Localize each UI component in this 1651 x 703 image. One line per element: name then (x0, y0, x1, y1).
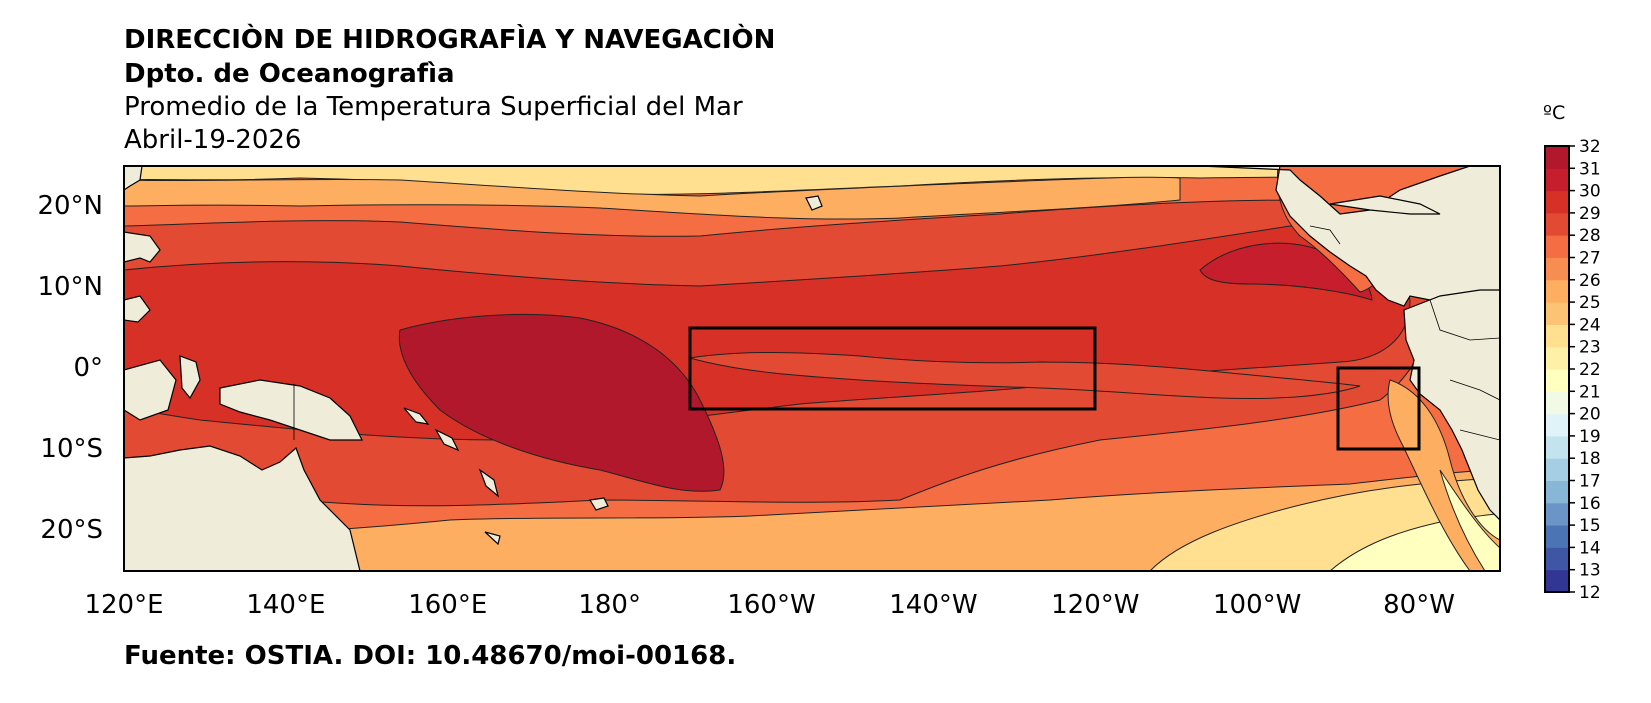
sst-coastal-peru-pale (1439, 469, 1500, 571)
colorbar-tick-label: 15 (1579, 516, 1601, 536)
longitude-label: 160°W (727, 590, 816, 620)
nino-12-region-box (1336, 366, 1421, 451)
latitude-label: 10°S (40, 433, 103, 464)
department-title: Dpto. de Oceanografìa (124, 59, 455, 89)
latitude-label: 10°N (37, 271, 103, 302)
longitude-label: 180° (578, 590, 641, 620)
colorbar-tick-label: 24 (1579, 315, 1601, 335)
longitude-label: 160°E (408, 590, 488, 620)
colorbar-segment (1545, 435, 1569, 459)
longitude-label: 80°W (1383, 590, 1455, 620)
latitude-label: 20°N (37, 190, 103, 221)
colorbar-segment (1545, 235, 1569, 258)
colorbar-segment (1545, 279, 1569, 303)
colorbar-segment (1545, 391, 1569, 415)
colorbar-segment (1545, 302, 1569, 325)
longitude-label: 140°E (246, 590, 326, 620)
colorbar-segment (1545, 257, 1569, 281)
longitude-label: 120°W (1051, 590, 1140, 620)
map-subtitle: Promedio de la Temperatura Superficial d… (124, 92, 743, 122)
colorbar-tick-label: 25 (1579, 293, 1601, 313)
colorbar-segment (1545, 458, 1569, 481)
sst-equatorial-cool-tongue (689, 352, 1361, 399)
land-borneo-sulawesi (124, 355, 201, 421)
colorbar-segment (1545, 146, 1569, 169)
land-new-guinea (219, 379, 363, 441)
colorbar-tick-label: 32 (1579, 137, 1601, 157)
colorbar-tick-label: 31 (1579, 159, 1601, 179)
land-asia-philippines (124, 166, 161, 323)
land-hawaii (805, 195, 823, 211)
latitude-label: 20°S (40, 514, 103, 545)
data-source: Fuente: OSTIA. DOI: 10.48670/moi-00168. (124, 641, 737, 671)
colorbar-tick-label: 21 (1579, 382, 1601, 402)
colorbar-tick-label: 14 (1579, 538, 1601, 558)
colorbar-tick-label: 20 (1579, 405, 1601, 425)
agency-title: DIRECCIÒN DE HIDROGRAFÌA Y NAVEGACIÒN (124, 25, 776, 55)
colorbar-unit: ºC (1543, 102, 1566, 124)
latitude-label: 0° (73, 352, 103, 383)
colorbar-tick-label: 19 (1579, 427, 1601, 447)
land-solomon-islands (403, 407, 500, 498)
colorbar-segment (1545, 346, 1569, 370)
sst-band-31-west (398, 313, 725, 492)
colorbar-segment (1545, 547, 1569, 571)
colorbar-tick-label: 28 (1579, 226, 1601, 246)
land-south-america (1403, 289, 1500, 521)
land-cuba-hispaniola (1329, 195, 1441, 215)
longitude-label: 140°W (889, 590, 978, 620)
colorbar-tick-label: 12 (1579, 583, 1601, 603)
colorbar-tick-label: 13 (1579, 561, 1601, 581)
nino-34-region-box (688, 326, 1097, 411)
colorbar-tick-label: 27 (1579, 249, 1601, 269)
colorbar-segment (1545, 369, 1569, 392)
longitude-label: 100°W (1213, 590, 1302, 620)
colorbar-segment (1545, 168, 1569, 192)
colorbar-tick-label: 23 (1579, 338, 1601, 358)
colorbar-tick-label: 26 (1579, 271, 1601, 291)
colorbar-tick-label: 29 (1579, 204, 1601, 224)
colorbar-tick-label: 17 (1579, 472, 1601, 492)
colorbar-tick-label: 22 (1579, 360, 1601, 380)
colorbar-segment (1545, 525, 1569, 548)
colorbar-segment (1545, 413, 1569, 437)
colorbar-tick-label: 18 (1579, 449, 1601, 469)
map-frame (123, 165, 1501, 572)
colorbar-segment (1545, 569, 1569, 593)
border-central-america (1309, 225, 1341, 245)
colorbar-segment (1545, 190, 1569, 214)
map-date: Abril-19-2026 (124, 125, 302, 155)
sst-band-south-cool (124, 469, 1500, 571)
land-australia (124, 445, 361, 571)
colorbar-segment (1545, 480, 1569, 504)
colorbar-tick-label: 16 (1579, 494, 1601, 514)
border-south-america (1429, 299, 1500, 441)
colorbar-segment (1545, 212, 1569, 236)
land-fiji (484, 497, 609, 546)
colorbar-segment (1545, 324, 1569, 348)
colorbar-tick-label: 30 (1579, 182, 1601, 202)
colorbar-segment (1545, 502, 1569, 526)
sst-band-warm-north (124, 176, 1181, 220)
longitude-label: 120°E (84, 590, 164, 620)
